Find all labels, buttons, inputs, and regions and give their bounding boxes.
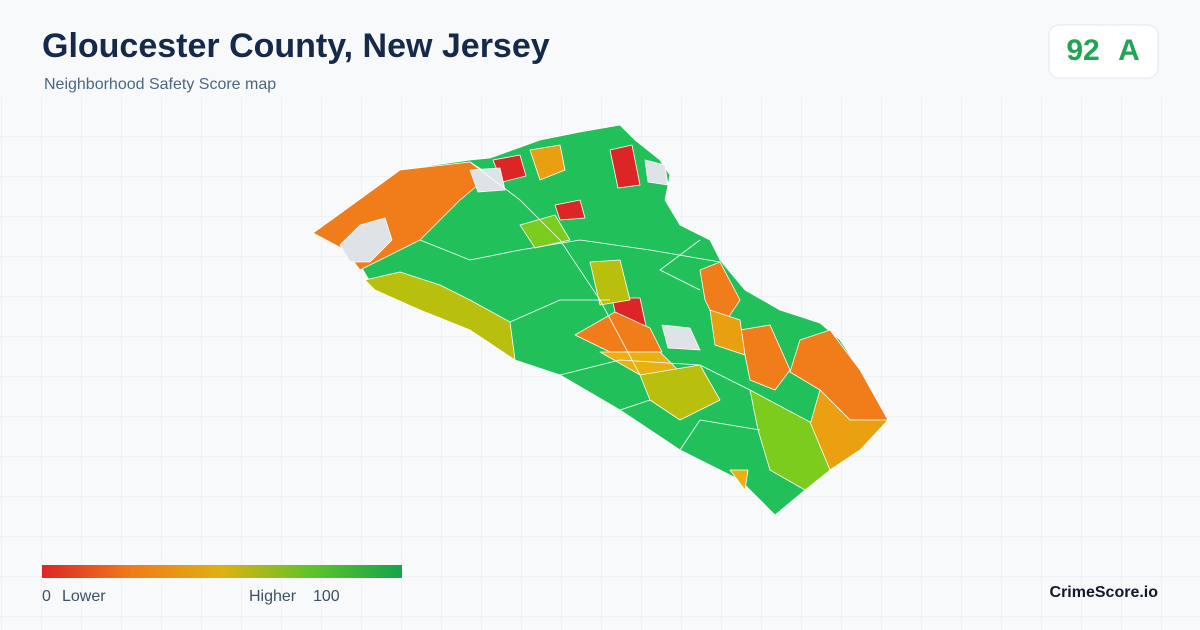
legend-max: 100 <box>313 588 340 605</box>
region <box>364 271 516 361</box>
region <box>729 469 749 491</box>
region <box>709 309 746 356</box>
region <box>554 199 586 221</box>
brand: CrimeScore.io <box>1050 584 1159 601</box>
score-value: 92 <box>1066 34 1099 67</box>
legend-max-label: Higher <box>249 588 297 605</box>
subtitle: Neighborhood Safety Score map <box>44 76 276 93</box>
region <box>644 159 669 186</box>
region <box>739 324 791 391</box>
region <box>469 167 506 193</box>
legend-min-label: Lower <box>62 588 106 605</box>
region <box>529 144 566 181</box>
title: Gloucester County, New Jersey <box>42 27 550 65</box>
region <box>661 324 701 351</box>
legend-scale <box>42 565 402 578</box>
region <box>519 214 571 249</box>
region <box>639 364 721 421</box>
region <box>609 144 641 189</box>
score-box <box>1048 24 1159 79</box>
score-grade: A <box>1118 34 1140 67</box>
region <box>339 217 393 263</box>
map <box>312 124 889 516</box>
boundaries <box>419 161 761 451</box>
region <box>699 261 741 331</box>
region <box>589 259 631 306</box>
legend-min: 0 <box>42 588 51 605</box>
